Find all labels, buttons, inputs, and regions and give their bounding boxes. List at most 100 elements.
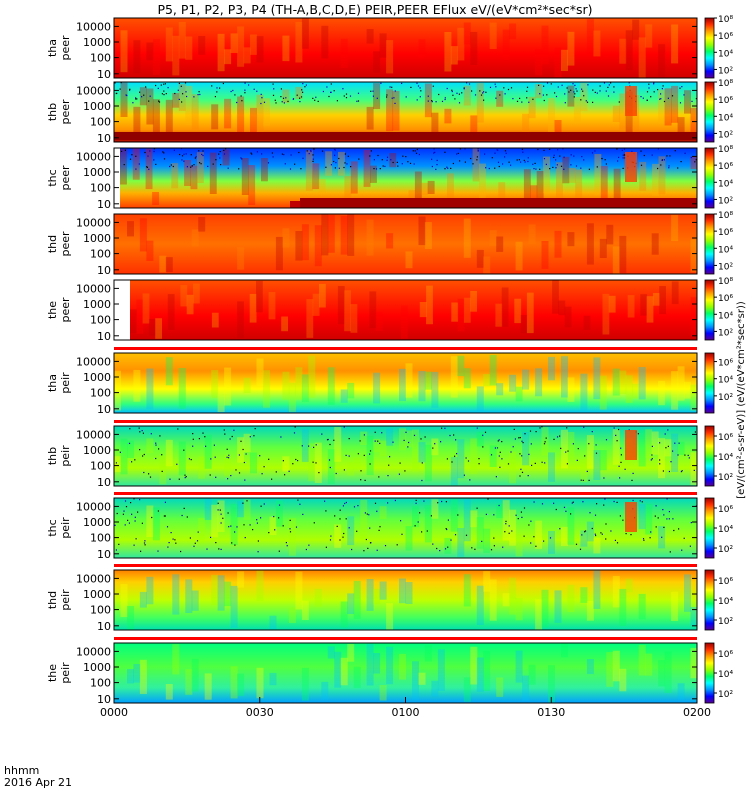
y-tick-label: 100 — [90, 116, 111, 129]
panel-tha-peer: 10 100 1000 10000 thapeer 10² 10⁴ 10⁶ 10⁸ — [46, 15, 733, 81]
panel-frame — [113, 17, 698, 79]
colorbar: 10² 10⁴ 10⁶ — [704, 425, 733, 487]
panel-separator — [114, 492, 697, 495]
spectrogram-image — [130, 280, 697, 340]
panel-thc-peir: 10 100 1000 10000 thcpeir 10² 10⁴ 10⁶ — [46, 497, 733, 561]
colorbar-tick-label: 10⁶ — [718, 505, 733, 515]
colorbar-label: [eV/(cm²-s-sr-eV)] (eV/(eV*cm²*sec*sr)) — [736, 301, 747, 499]
panel-separator — [114, 637, 697, 640]
colorbar-tick-label: 10⁶ — [718, 32, 733, 42]
y-tick-label: 100 — [90, 182, 111, 195]
y-tick-label: 100 — [90, 314, 111, 327]
x-tick-label: 0130 — [537, 706, 565, 719]
y-tick-label: 1000 — [83, 588, 111, 601]
y-tick-label: 10 — [97, 198, 111, 211]
colorbar-tick-label: 10² — [718, 66, 733, 76]
colorbar-tick-label: 10² — [718, 196, 733, 206]
y-tick-label: 100 — [90, 248, 111, 261]
panel-frame — [113, 213, 698, 275]
colorbar-tick-label: 10⁴ — [718, 49, 733, 59]
colorbar-tick-label: 10⁴ — [718, 453, 733, 463]
y-tick-label: 10 — [97, 693, 111, 706]
panel-the-peer: 10 100 1000 10000 thepeer 10² 10⁴ 10⁶ 10⁸ — [46, 277, 733, 343]
y-tick-label: 10000 — [76, 150, 111, 163]
panel-label: thbpeir — [46, 445, 72, 467]
colorbar-tick-label: 10⁶ — [718, 162, 733, 172]
panel-thb-peir: 10 100 1000 10000 thbpeir 10² 10⁴ 10⁶ — [46, 425, 733, 489]
colorbar: 10² 10⁴ 10⁶ — [704, 569, 733, 631]
colorbar-tick-label: 10² — [718, 617, 733, 627]
colorbar-tick-label: 10⁶ — [718, 650, 733, 660]
panel-separator — [114, 347, 697, 350]
colorbar-tick-label: 10⁴ — [718, 179, 733, 189]
panel-label: thbpeer — [46, 99, 72, 125]
x-tick-label: 0200 — [683, 706, 711, 719]
panel-label: thdpeer — [46, 231, 72, 257]
colorbar-tick-label: 10⁶ — [718, 294, 733, 304]
spectrogram-image — [114, 570, 697, 630]
spectrogram-image — [114, 498, 697, 558]
y-tick-label: 1000 — [83, 232, 111, 245]
panel-label: thepeir — [46, 662, 72, 684]
y-tick-label: 10000 — [76, 84, 111, 97]
panel-label: thapeer — [46, 35, 72, 61]
colorbar-tick-label: 10⁴ — [718, 597, 733, 607]
panel-the-peir: 10 100 1000 10000 thepeir 10² 10⁴ 10⁶ — [46, 642, 733, 706]
panel-separator — [114, 564, 697, 567]
y-tick-label: 1000 — [83, 516, 111, 529]
panel-frame — [113, 569, 698, 631]
colorbar-tick-label: 10² — [718, 545, 733, 555]
y-tick-label: 10 — [97, 620, 111, 633]
y-tick-label: 10 — [97, 330, 111, 343]
panel-frame — [113, 279, 698, 341]
colorbar-tick-label: 10² — [718, 130, 733, 140]
panel-label: thcpeer — [46, 165, 72, 191]
panel-thd-peer: 10 100 1000 10000 thdpeer 10² 10⁴ 10⁶ 10⁸ — [46, 211, 733, 277]
y-tick-label: 100 — [90, 52, 111, 65]
colorbar-tick-label: 10² — [718, 473, 733, 483]
colorbar-tick-label: 10⁸ — [718, 79, 733, 89]
y-tick-label: 10000 — [76, 645, 111, 658]
y-tick-label: 100 — [90, 604, 111, 617]
colorbar: 10² 10⁴ 10⁶ — [704, 642, 733, 704]
panel-label: thcpeir — [46, 517, 72, 539]
y-tick-label: 10 — [97, 403, 111, 416]
x-axis: 0000 0030 0100 0130 0200 — [100, 697, 711, 719]
colorbar: 10² 10⁴ 10⁶ 10⁸ — [704, 145, 733, 209]
y-tick-label: 10000 — [76, 500, 111, 513]
y-tick-label: 1000 — [83, 371, 111, 384]
panel-separator — [114, 420, 697, 423]
panel-frame — [113, 425, 698, 487]
date-label: 2016 Apr 21 — [4, 776, 72, 789]
y-tick-label: 1000 — [83, 661, 111, 674]
colorbar-tick-label: 10⁸ — [718, 211, 733, 221]
panel-tha-peir: 10 100 1000 10000 thapeir 10² 10⁴ 10⁶ — [46, 352, 733, 416]
x-tick-label: 0030 — [246, 706, 274, 719]
colorbar-tick-label: 10⁶ — [718, 228, 733, 238]
x-tick-label: 0000 — [100, 706, 128, 719]
panel-thc-peer: 10 100 1000 10000 thcpeer 10² 10⁴ 10⁶ 10⁸ — [46, 145, 733, 211]
y-tick-label: 1000 — [83, 100, 111, 113]
y-tick-label: 1000 — [83, 298, 111, 311]
colorbar-tick-label: 10² — [718, 328, 733, 338]
chart-title: P5, P1, P2, P3, P4 (TH-A,B,C,D,E) PEIR,P… — [157, 2, 592, 17]
spectrogram-image — [114, 426, 697, 486]
x-axis-label: hhmm — [4, 764, 39, 777]
colorbar: 10² 10⁴ 10⁶ — [704, 497, 733, 559]
spectrogram-image — [114, 18, 697, 78]
panel-thb-peer: 10 100 1000 10000 thbpeer 10² 10⁴ 10⁶ 10⁸ — [46, 79, 733, 145]
panel-label: thdpeir — [46, 589, 72, 611]
y-tick-label: 1000 — [83, 36, 111, 49]
spectrogram-image — [114, 214, 697, 274]
colorbar-tick-label: 10⁶ — [718, 433, 733, 443]
colorbar-tick-label: 10⁴ — [718, 113, 733, 123]
colorbar: 10² 10⁴ 10⁶ 10⁸ — [704, 277, 733, 341]
y-tick-label: 10 — [97, 132, 111, 145]
panel-thd-peir: 10 100 1000 10000 thdpeir 10² 10⁴ 10⁶ — [46, 569, 733, 633]
y-tick-label: 10 — [97, 68, 111, 81]
colorbar-tick-label: 10⁴ — [718, 376, 733, 386]
colorbar: 10² 10⁴ 10⁶ — [704, 352, 733, 414]
colorbar: 10² 10⁴ 10⁶ 10⁸ — [704, 15, 733, 79]
y-tick-label: 10000 — [76, 216, 111, 229]
